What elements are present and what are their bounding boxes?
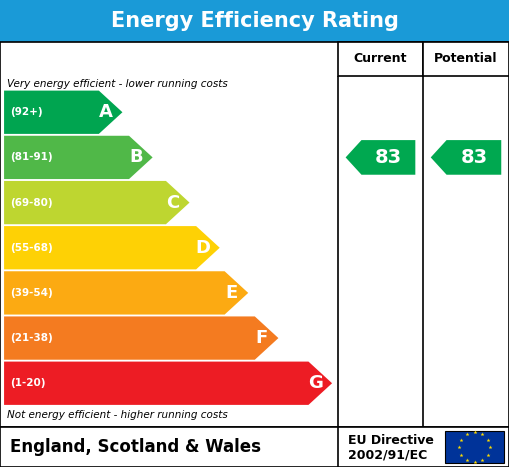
Text: (92+): (92+): [10, 107, 43, 117]
Text: 83: 83: [460, 148, 488, 167]
Text: Current: Current: [354, 52, 407, 65]
Polygon shape: [4, 91, 123, 134]
Polygon shape: [4, 181, 189, 224]
Text: 2002/91/EC: 2002/91/EC: [348, 449, 428, 461]
Text: Not energy efficient - higher running costs: Not energy efficient - higher running co…: [7, 410, 228, 419]
Polygon shape: [4, 317, 278, 360]
Bar: [0, 427, 509, 467]
Text: (21-38): (21-38): [10, 333, 53, 343]
Text: (55-68): (55-68): [10, 243, 53, 253]
Text: (69-80): (69-80): [10, 198, 53, 207]
Text: England, Scotland & Wales: England, Scotland & Wales: [10, 438, 261, 456]
Bar: [0, 42, 509, 427]
Text: D: D: [195, 239, 211, 257]
Text: C: C: [166, 194, 180, 212]
Text: B: B: [129, 149, 143, 166]
Polygon shape: [4, 271, 248, 315]
Polygon shape: [346, 140, 415, 175]
Text: Very energy efficient - lower running costs: Very energy efficient - lower running co…: [7, 79, 228, 89]
Text: (1-20): (1-20): [10, 378, 46, 388]
Text: A: A: [99, 103, 113, 121]
Polygon shape: [431, 140, 501, 175]
Text: (39-54): (39-54): [10, 288, 53, 298]
Text: (81-91): (81-91): [10, 152, 53, 163]
Polygon shape: [4, 136, 153, 179]
Bar: [0, 0, 509, 42]
Polygon shape: [4, 226, 220, 269]
Polygon shape: [4, 361, 332, 405]
Bar: [423, 42, 509, 76]
Text: E: E: [225, 284, 238, 302]
Text: G: G: [308, 374, 323, 392]
Text: 83: 83: [375, 148, 402, 167]
Text: Energy Efficiency Rating: Energy Efficiency Rating: [110, 11, 399, 31]
Bar: [338, 42, 423, 76]
Text: F: F: [256, 329, 268, 347]
Bar: [445, 431, 504, 463]
Text: Potential: Potential: [434, 52, 498, 65]
Text: EU Directive: EU Directive: [348, 433, 434, 446]
